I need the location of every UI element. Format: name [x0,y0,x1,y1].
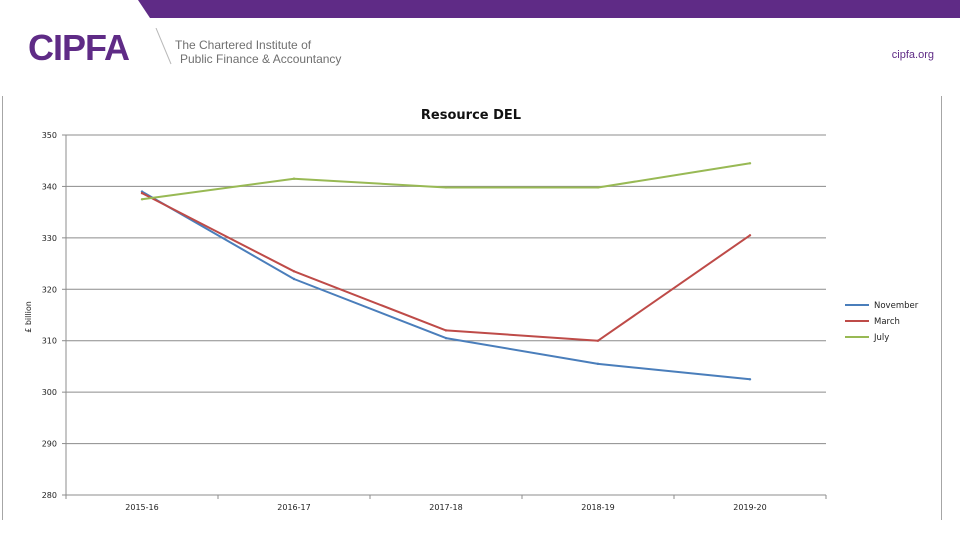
site-url[interactable]: cipfa.org [891,49,934,61]
logo-divider [155,28,172,65]
legend-label-march: March [874,317,900,327]
data-point-july [292,177,296,180]
data-point-march [748,234,752,237]
data-point-march [444,329,448,332]
resource-del-chart: Resource DEL 280 290 300 310 320 330 340 350 201… [24,108,919,512]
data-point-march [140,191,144,195]
chart-title: Resource DEL [421,108,521,123]
cipfa-logo[interactable]: CIPFA The Chartered Institute of Public … [28,28,388,70]
data-point-march [292,270,296,273]
legend-label-november: November [874,301,919,311]
data-point-november [596,362,600,366]
chart-frame-right-edge [941,96,942,520]
logo-wordmark: CIPFA [28,28,130,68]
data-point-november [748,378,752,381]
data-point-july [444,186,448,189]
series-line-july [141,162,751,201]
x-tick-label: 2015-16 [125,503,158,512]
data-point-july [748,162,752,165]
x-tick-label: 2018-19 [581,503,614,512]
y-tick-label: 320 [42,285,57,294]
data-point-july [140,198,144,201]
y-tick-label: 350 [42,131,57,140]
y-axis-label: £ billion [24,301,33,333]
chart-frame [0,96,960,520]
chart-frame-left-edge [2,96,3,520]
y-tick-label: 280 [42,491,57,500]
y-tick-label: 310 [42,337,57,346]
series-line-november [141,190,751,381]
x-tick-label: 2019-20 [733,503,766,512]
logo-tagline-line1: The Chartered Institute of [175,38,312,52]
series-line-march [141,192,751,342]
data-point-march [596,339,600,342]
data-point-july [596,186,600,189]
y-tick-label: 290 [42,440,57,449]
y-tick-label: 300 [42,388,57,397]
header-band [138,0,960,18]
data-point-november [444,336,448,340]
x-tick-label: 2016-17 [277,503,310,512]
y-tick-label: 330 [42,234,57,243]
y-tick-label: 340 [42,182,57,191]
legend-label-july: July [873,333,889,343]
logo-tagline-line2: Public Finance & Accountancy [180,52,341,66]
data-point-november [292,277,296,281]
x-tick-label: 2017-18 [429,503,462,512]
